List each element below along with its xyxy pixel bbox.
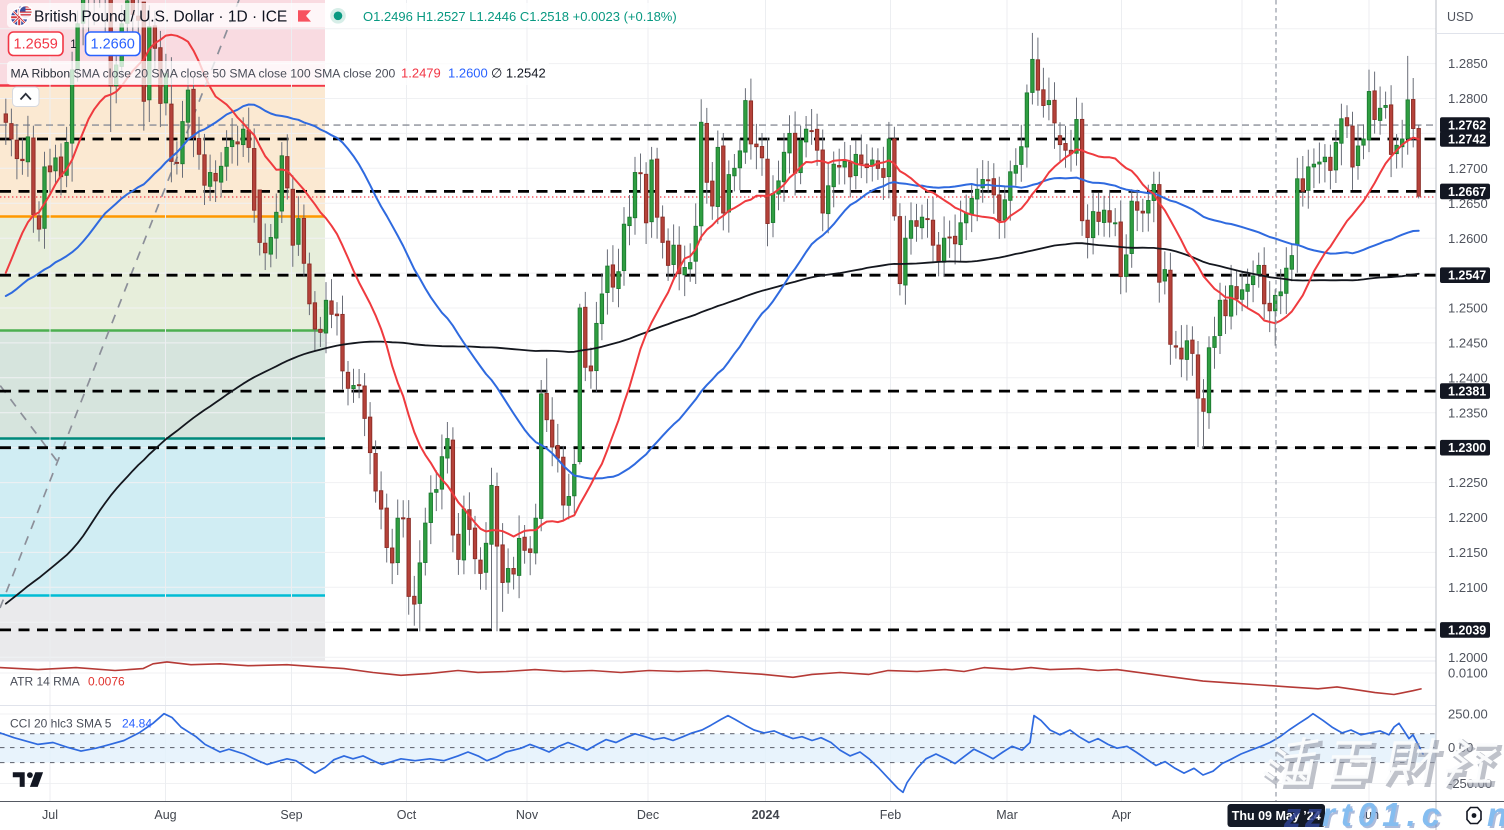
svg-text:1.2650: 1.2650 [1448, 196, 1488, 211]
svg-text:1.2850: 1.2850 [1448, 56, 1488, 71]
svg-text:1.2700: 1.2700 [1448, 161, 1488, 176]
svg-text:2024: 2024 [752, 808, 780, 822]
svg-text:rt01.c: rt01.c [1324, 798, 1448, 830]
svg-text:1.2660: 1.2660 [91, 37, 135, 53]
svg-text:1.2450: 1.2450 [1448, 336, 1488, 351]
svg-text:Aug: Aug [154, 808, 176, 822]
svg-text:1.2742: 1.2742 [1448, 133, 1486, 147]
svg-text:1.2039: 1.2039 [1448, 623, 1486, 637]
svg-text:Jul: Jul [42, 808, 58, 822]
svg-text:1.2250: 1.2250 [1448, 475, 1488, 490]
svg-text:Jun: Jun [1359, 808, 1379, 822]
svg-text:rt01.c: rt01.c [1322, 796, 1446, 830]
svg-text:1.2659: 1.2659 [14, 37, 58, 53]
svg-text:1.2600: 1.2600 [448, 66, 488, 81]
svg-text:Dec: Dec [637, 808, 659, 822]
svg-text:0.0076: 0.0076 [88, 675, 125, 689]
svg-text:1: 1 [70, 39, 76, 51]
svg-text:Feb: Feb [880, 808, 902, 822]
svg-text:Oct: Oct [397, 808, 417, 822]
svg-text:1.2100: 1.2100 [1448, 580, 1488, 595]
svg-text:British Pound / U.S. Dollar ·: British Pound / U.S. Dollar · 1D · ICE [34, 9, 287, 26]
svg-text:1.2000: 1.2000 [1448, 650, 1488, 665]
svg-text:1.2479: 1.2479 [401, 66, 441, 81]
svg-text:1.2350: 1.2350 [1448, 405, 1488, 420]
svg-text:1.2667: 1.2667 [1448, 185, 1486, 199]
svg-text:1.2547: 1.2547 [1448, 269, 1486, 283]
svg-text:Thu 09 May ’24: Thu 09 May ’24 [1232, 809, 1321, 823]
svg-text:1.2500: 1.2500 [1448, 301, 1488, 316]
svg-text:MA Ribbon SMA close 20 SMA clo: MA Ribbon SMA close 20 SMA close 50 SMA … [11, 67, 396, 81]
svg-text:USD: USD [1447, 10, 1473, 24]
svg-text:n: n [1487, 796, 1504, 830]
svg-text:24.84: 24.84 [122, 717, 152, 731]
svg-text:n: n [1489, 798, 1504, 830]
svg-text:1.2762: 1.2762 [1448, 119, 1486, 133]
svg-text:1.2200: 1.2200 [1448, 510, 1488, 525]
svg-text:CCI 20 hlc3 SMA 5: CCI 20 hlc3 SMA 5 [10, 717, 112, 731]
svg-text:1.2300: 1.2300 [1448, 441, 1486, 455]
svg-text:O1.2496 H1.2527 L1.2446 C1.: O1.2496 H1.2527 L1.2446 C1.2518 +0.0023 … [363, 9, 677, 24]
svg-text:Apr: Apr [1112, 808, 1131, 822]
svg-text:1.2600: 1.2600 [1448, 231, 1488, 246]
svg-text:Nov: Nov [516, 808, 539, 822]
svg-text:1.2381: 1.2381 [1448, 385, 1486, 399]
svg-text:250.00: 250.00 [1448, 707, 1488, 722]
svg-text:1.2400: 1.2400 [1448, 370, 1488, 385]
svg-text:Sep: Sep [280, 808, 302, 822]
svg-text:ATR 14 RMA: ATR 14 RMA [10, 675, 80, 689]
svg-text:∅ 1.2542: ∅ 1.2542 [491, 66, 546, 81]
svg-text:1.2150: 1.2150 [1448, 545, 1488, 560]
svg-text:zz: zz [1283, 797, 1326, 830]
svg-text:1.2800: 1.2800 [1448, 91, 1488, 106]
svg-text:0.0100: 0.0100 [1448, 666, 1488, 681]
svg-text:Mar: Mar [996, 808, 1018, 822]
